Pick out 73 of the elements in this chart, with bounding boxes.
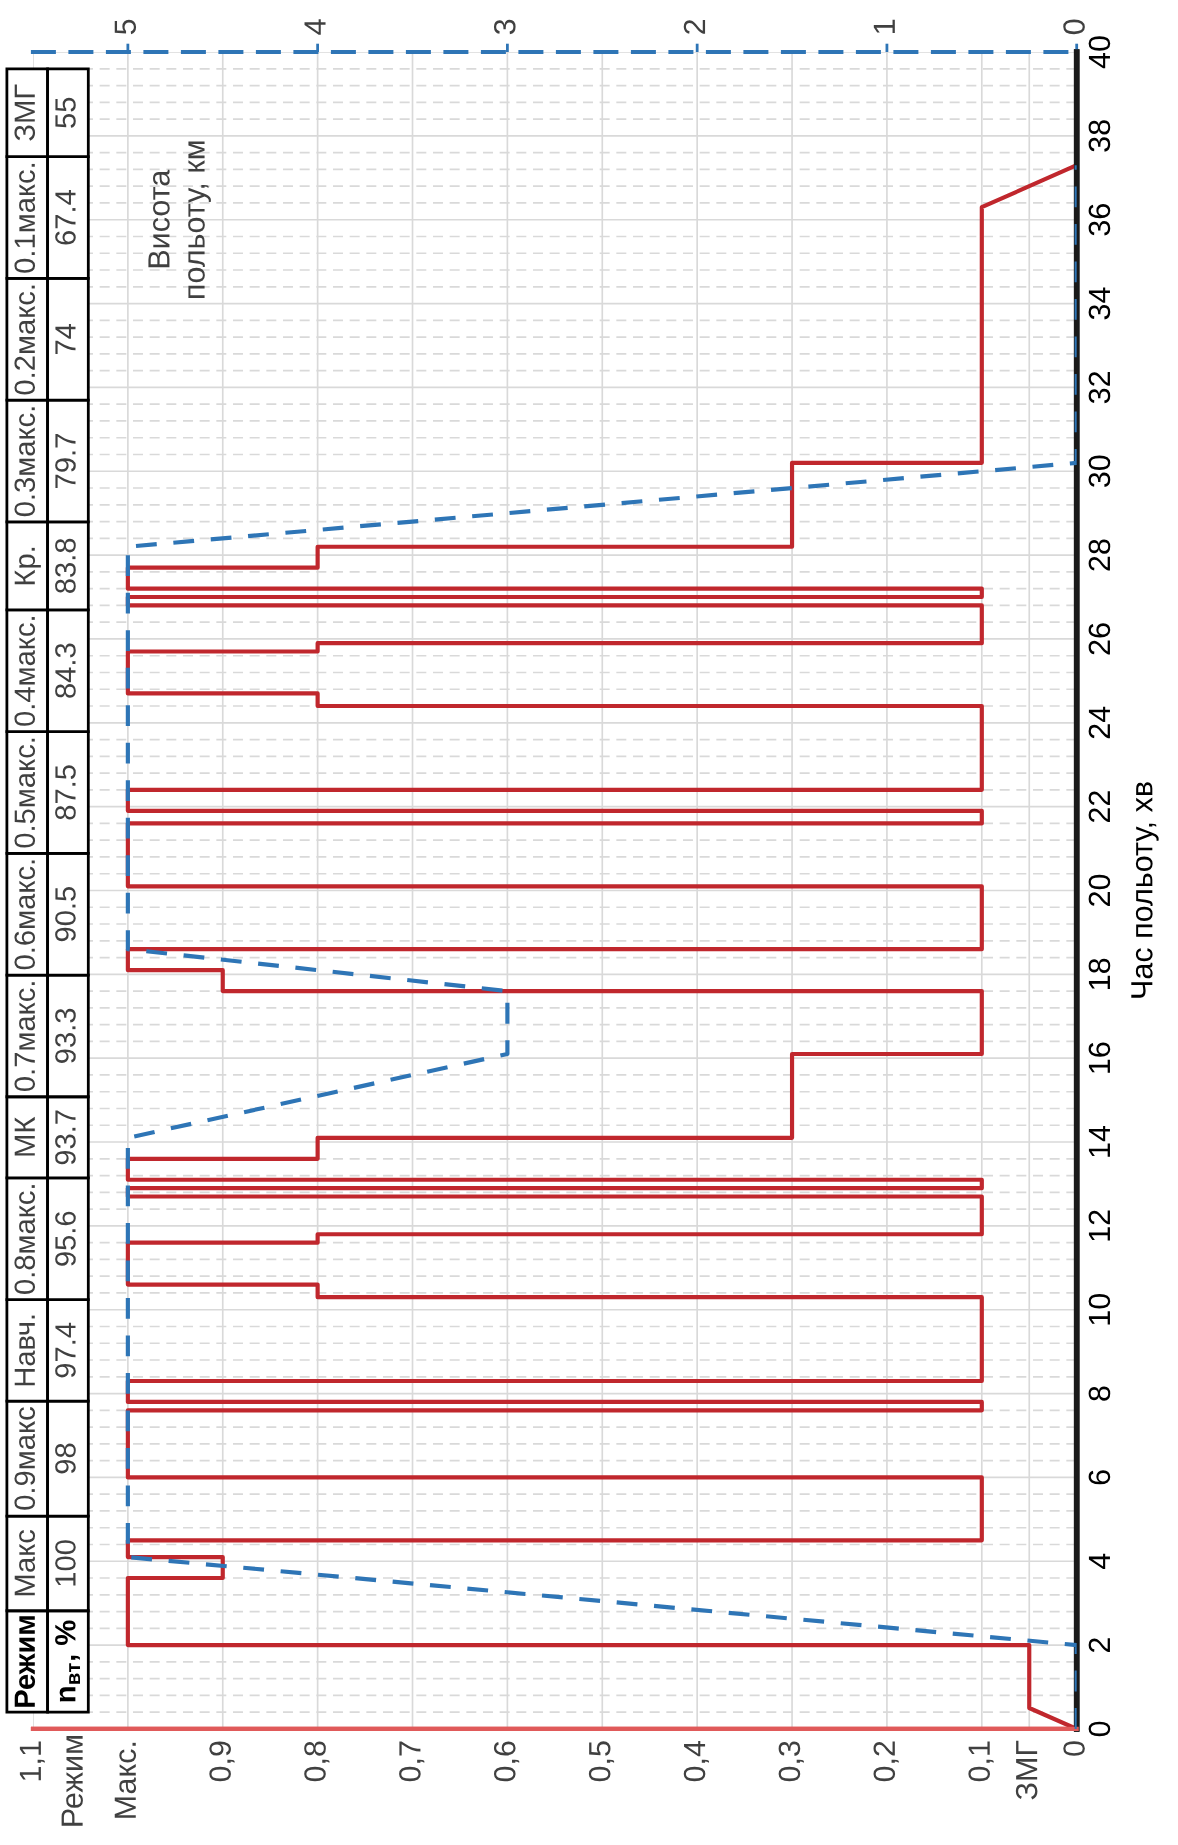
- annotation: 55: [55, 97, 76, 128]
- x-tick-label: Макс.: [114, 1742, 137, 1818]
- annotation: 74: [55, 323, 76, 355]
- annotation: МК: [14, 1116, 35, 1156]
- annotation: 87.5: [55, 765, 76, 820]
- x-tick-label: ЗМГ: [1015, 1740, 1038, 1800]
- annotation: n$_{вт}$, %: [55, 1620, 80, 1702]
- annotation: 98: [55, 1443, 76, 1474]
- y-tick-label: 38: [1088, 120, 1111, 152]
- annotation: 0.3макс.: [14, 407, 36, 517]
- annotation: 84.3: [55, 643, 76, 698]
- annotation: 0.5макс.: [14, 738, 36, 848]
- annotation: 83.8: [55, 538, 76, 593]
- y-tick-label: 18: [1088, 958, 1111, 989]
- y-tick-label: 40: [1088, 36, 1111, 69]
- y-tick-label: 0: [1088, 1721, 1111, 1737]
- annotation: 0.8макс.: [14, 1185, 36, 1294]
- annotation: 0.2макс.: [14, 285, 36, 395]
- y-tick-label: 30: [1088, 455, 1111, 488]
- annotation: 93.7: [55, 1110, 76, 1165]
- x2-tick-label: 0: [1063, 19, 1085, 35]
- annotation: 100: [55, 1540, 76, 1586]
- x2-tick-label: 1: [873, 19, 895, 34]
- x2-tick-label: 3: [493, 19, 516, 35]
- y-tick-label: 4: [1088, 1553, 1110, 1570]
- annotation: 0.6макс.: [14, 860, 36, 970]
- annotation: 95.6: [55, 1211, 76, 1266]
- x-tick-label: 0,1: [968, 1741, 994, 1782]
- annotation: 79.7: [55, 434, 76, 488]
- x2-tick-label: 5: [114, 19, 137, 35]
- y-tick-label: 16: [1088, 1042, 1111, 1073]
- annotation: 97.4: [55, 1322, 76, 1378]
- annotation: ЗМГ: [14, 84, 36, 141]
- annotation: 90.5: [55, 887, 76, 942]
- x-tick-label: 0,4: [683, 1740, 709, 1782]
- annotation: 0.7макс.: [14, 982, 36, 1092]
- y-tick-label: 14: [1088, 1125, 1110, 1157]
- y-tick-label: 2: [1088, 1638, 1110, 1653]
- y-tick-label: 24: [1088, 706, 1110, 739]
- annotation: Режим: [14, 1616, 36, 1707]
- x-tick-label: 0,7: [399, 1741, 425, 1782]
- x-tick-label: 0,3: [778, 1741, 804, 1782]
- y-axis-title: Час польоту, хв: [1131, 782, 1159, 998]
- x2-tick-label: 2: [683, 19, 706, 34]
- x-tick-label: 0,8: [304, 1741, 330, 1782]
- annotation: Кр.: [14, 547, 41, 585]
- y-tick-label: 20: [1088, 874, 1111, 906]
- x-tick-label: 0,5: [588, 1741, 615, 1782]
- y-tick-label: 8: [1088, 1386, 1111, 1401]
- annotation: 0.9макс: [14, 1407, 36, 1510]
- x-tick-label: 0,2: [873, 1741, 899, 1782]
- y-tick-label: 28: [1088, 539, 1111, 571]
- x-tick-label: 0: [1063, 1741, 1085, 1756]
- x-tick-label: 0,6: [493, 1741, 520, 1782]
- annotation: 0.4макс.: [14, 617, 36, 726]
- y-tick-label: 10: [1088, 1293, 1111, 1325]
- y-tick-label: 26: [1088, 623, 1111, 655]
- y-tick-label: 34: [1088, 287, 1111, 320]
- y-tick-label: 32: [1088, 371, 1111, 404]
- x-tick-label: 0,9: [209, 1741, 235, 1782]
- y-tick-label: 6: [1088, 1470, 1111, 1485]
- y-tick-label: 36: [1088, 204, 1111, 236]
- annotation: Макс: [14, 1529, 36, 1596]
- x-tick-label: 1,1: [19, 1741, 45, 1781]
- y-tick-label: 12: [1088, 1210, 1110, 1241]
- x2-axis-title: Висота польоту, км: [148, 141, 211, 299]
- x2-tick-label: 4: [304, 19, 326, 35]
- text: Режим: [61, 1736, 83, 1826]
- annotation: 93.3: [55, 1008, 76, 1063]
- annotation: 67.4: [55, 190, 76, 245]
- annotation: Навч.: [14, 1315, 36, 1386]
- y-tick-label: 22: [1088, 791, 1110, 823]
- annotation: 0.1макс.: [14, 163, 36, 273]
